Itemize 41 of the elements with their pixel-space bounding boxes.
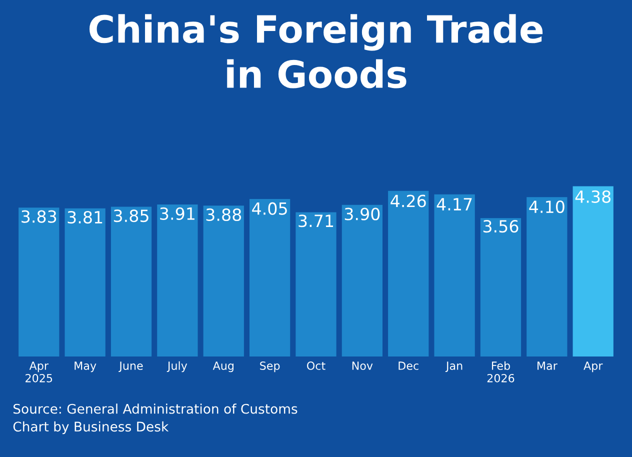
- x-tick-label: May: [74, 362, 96, 372]
- x-tick-label: Oct: [307, 362, 326, 370]
- data-label: 3.90: [344, 208, 380, 220]
- data-label: 3.71: [298, 214, 334, 228]
- data-label: 3.91: [160, 207, 194, 220]
- x-tick-label: Mar: [538, 362, 558, 370]
- data-label: 3.88: [206, 208, 242, 222]
- bar: [480, 218, 522, 356]
- bar: [64, 208, 106, 356]
- data-label: 4.38: [575, 190, 611, 203]
- bar: [203, 206, 244, 356]
- data-label: 4.10: [529, 200, 564, 214]
- bar: [434, 194, 475, 356]
- bar: [388, 190, 429, 356]
- data-label: 4.17: [436, 198, 472, 210]
- bar: [526, 197, 568, 356]
- x-tick-label: Feb 2026: [487, 361, 514, 382]
- data-label: 3.83: [22, 210, 56, 223]
- chart-title: China's Foreign Trade in Goods: [90, 14, 543, 88]
- source-note: Source: General Administration of Customs Chart by Business Desk: [13, 404, 298, 434]
- data-label: 3.81: [68, 210, 102, 224]
- x-tick-label: June: [118, 362, 143, 372]
- x-tick-label: Dec: [398, 362, 418, 370]
- data-label: 3.85: [114, 210, 148, 222]
- x-tick-label: Aug: [212, 362, 234, 372]
- bar: [249, 199, 290, 356]
- x-tick-label: Jan: [445, 362, 462, 372]
- bar: [157, 204, 198, 356]
- bar: [110, 206, 152, 356]
- x-tick-label: Sep: [260, 362, 280, 372]
- data-label: 4.26: [390, 194, 426, 208]
- bar: [296, 212, 336, 356]
- x-tick-label: Apr: [584, 362, 603, 372]
- bar: [342, 204, 383, 356]
- x-tick-label: July: [166, 361, 188, 372]
- x-tick-label: Nov: [352, 362, 373, 370]
- data-label: 4.05: [252, 202, 287, 215]
- x-tick-label: Apr 2025: [26, 362, 52, 382]
- bar: [18, 208, 60, 356]
- data-label: 3.56: [483, 220, 518, 233]
- bar: [572, 186, 614, 356]
